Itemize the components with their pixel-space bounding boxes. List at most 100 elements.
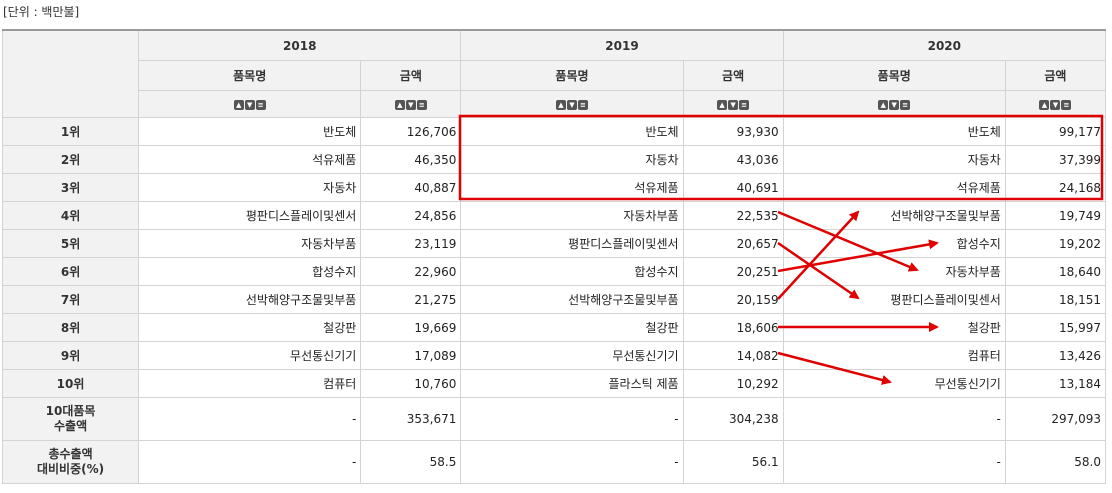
sort-desc-icon[interactable]: ▼ <box>1050 99 1061 110</box>
amount-cell: 24,856 <box>360 201 462 230</box>
item-name-cell: 석유제품 <box>782 173 1006 202</box>
item-name-cell: 자동차 <box>782 145 1006 174</box>
amount-cell: 19,669 <box>360 313 462 342</box>
rank-label-line: 대비비중(%) <box>36 462 105 476</box>
amount-cell: 20,657 <box>682 229 784 258</box>
item-name-cell: - <box>138 440 362 484</box>
rank-cell: 2위 <box>1 145 140 174</box>
rank-label-line: 4위 <box>60 209 81 223</box>
item-name-cell: 자동차부품 <box>138 229 362 258</box>
item-name-cell: 무선통신기기 <box>460 341 684 370</box>
amount-cell: 353,671 <box>360 397 462 441</box>
table-row: 8위 철강판 19,669 철강판 18,606 철강판 15,997 <box>1 313 1107 342</box>
sort-controls: ▲ ▼ ≡ <box>360 90 462 118</box>
amount-cell: 19,202 <box>1004 229 1107 258</box>
sort-reset-icon[interactable]: ≡ <box>739 99 750 110</box>
table-row: 3위 자동차 40,887 석유제품 40,691 석유제품 24,168 <box>1 173 1107 202</box>
item-name-header-2020: 품목명 <box>782 60 1006 91</box>
sort-desc-icon[interactable]: ▼ <box>889 99 900 110</box>
sort-asc-icon[interactable]: ▲ <box>555 99 566 110</box>
amount-header-2019: 금액 <box>682 60 784 91</box>
rank-label-line: 수출액 <box>53 419 88 433</box>
item-name-cell: - <box>460 397 684 441</box>
item-name-cell: 평판디스플레이및센서 <box>460 229 684 258</box>
amount-cell: 56.1 <box>682 440 784 484</box>
rank-label-line: 1위 <box>60 125 81 139</box>
table-row: 7위 선박해양구조물및부품 21,275 선박해양구조물및부품 20,159 평판디스플레… <box>1 285 1107 314</box>
table-row: 10대품목 수출액 -353,671-304,238-297,093 <box>1 397 1107 441</box>
item-name-cell: 평판디스플레이및센서 <box>138 201 362 230</box>
sort-asc-icon[interactable]: ▲ <box>878 99 889 110</box>
item-name-cell: 자동차부품 <box>782 257 1006 286</box>
item-name-cell: 플라스틱 제품 <box>460 369 684 398</box>
sort-reset-icon[interactable]: ≡ <box>1061 99 1072 110</box>
sort-asc-icon[interactable]: ▲ <box>717 99 728 110</box>
table-row: 총수출액 대비비중(%) -58.5-56.1-58.0 <box>1 440 1107 484</box>
sort-reset-icon[interactable]: ≡ <box>255 99 266 110</box>
amount-header-2020: 금액 <box>1004 60 1107 91</box>
amount-cell: 93,930 <box>682 117 784 146</box>
item-name-cell: 선박해양구조물및부품 <box>782 201 1006 230</box>
item-name-cell: - <box>782 397 1006 441</box>
amount-cell: 19,749 <box>1004 201 1107 230</box>
rank-cell: 4위 <box>1 201 140 230</box>
sort-reset-icon[interactable]: ≡ <box>577 99 588 110</box>
sort-controls: ▲ ▼ ≡ <box>1004 90 1107 118</box>
amount-cell: 18,640 <box>1004 257 1107 286</box>
amount-cell: 24,168 <box>1004 173 1107 202</box>
item-name-cell: 반도체 <box>460 117 684 146</box>
item-name-cell: 합성수지 <box>460 257 684 286</box>
year-header-2019: 2019 <box>460 29 784 61</box>
table-row: 1위 반도체 126,706 반도체 93,930 반도체 99,177 <box>1 117 1107 146</box>
sort-desc-icon[interactable]: ▼ <box>566 99 577 110</box>
item-name-cell: 철강판 <box>138 313 362 342</box>
rank-cell: 8위 <box>1 313 140 342</box>
rank-label-line: 5위 <box>60 237 81 251</box>
item-name-header-2018: 품목명 <box>138 60 362 91</box>
export-ranking-table: 2018 2019 2020 품목명 금액 품목명 금액 품목명 금액 ▲ ▼ ≡ ▲ ▼ ≡ ▲ ▼ ≡… <box>1 29 1107 484</box>
table-row: 6위 합성수지 22,960 합성수지 20,251 자동차부품 18,640 <box>1 257 1107 286</box>
item-name-cell: 평판디스플레이및센서 <box>782 285 1006 314</box>
amount-cell: 37,399 <box>1004 145 1107 174</box>
rank-header-corner <box>1 29 140 118</box>
table-row: 4위 평판디스플레이및센서 24,856 자동차부품 22,535 선박해양구조물및부품 1… <box>1 201 1107 230</box>
rank-label-line: 총수출액 <box>48 447 93 461</box>
amount-cell: 126,706 <box>360 117 462 146</box>
item-name-cell: 자동차 <box>460 145 684 174</box>
sort-reset-icon[interactable]: ≡ <box>416 99 427 110</box>
sort-controls: ▲ ▼ ≡ <box>138 90 362 118</box>
sort-desc-icon[interactable]: ▼ <box>728 99 739 110</box>
rank-cell: 5위 <box>1 229 140 258</box>
sort-asc-icon[interactable]: ▲ <box>233 99 244 110</box>
item-name-cell: 자동차 <box>138 173 362 202</box>
amount-cell: 58.0 <box>1004 440 1107 484</box>
amount-cell: 13,184 <box>1004 369 1107 398</box>
amount-cell: 20,251 <box>682 257 784 286</box>
amount-header-2018: 금액 <box>360 60 462 91</box>
amount-cell: 20,159 <box>682 285 784 314</box>
rank-label-line: 3위 <box>60 181 81 195</box>
sort-desc-icon[interactable]: ▼ <box>244 99 255 110</box>
item-name-cell: 석유제품 <box>138 145 362 174</box>
rank-cell: 7위 <box>1 285 140 314</box>
rank-cell: 10위 <box>1 369 140 398</box>
sort-asc-icon[interactable]: ▲ <box>394 99 405 110</box>
item-name-cell: 선박해양구조물및부품 <box>138 285 362 314</box>
amount-cell: 10,292 <box>682 369 784 398</box>
amount-cell: 23,119 <box>360 229 462 258</box>
amount-cell: 58.5 <box>360 440 462 484</box>
sort-desc-icon[interactable]: ▼ <box>405 99 416 110</box>
amount-cell: 297,093 <box>1004 397 1107 441</box>
sort-asc-icon[interactable]: ▲ <box>1039 99 1050 110</box>
rank-label-line: 8위 <box>60 321 81 335</box>
item-name-cell: 반도체 <box>138 117 362 146</box>
sort-controls: ▲ ▼ ≡ <box>682 90 784 118</box>
amount-cell: 13,426 <box>1004 341 1107 370</box>
year-header-2018: 2018 <box>138 29 462 61</box>
item-name-cell: 철강판 <box>782 313 1006 342</box>
amount-cell: 99,177 <box>1004 117 1107 146</box>
sort-reset-icon[interactable]: ≡ <box>900 99 911 110</box>
rank-label-line: 9위 <box>60 349 81 363</box>
amount-cell: 17,089 <box>360 341 462 370</box>
amount-cell: 40,691 <box>682 173 784 202</box>
